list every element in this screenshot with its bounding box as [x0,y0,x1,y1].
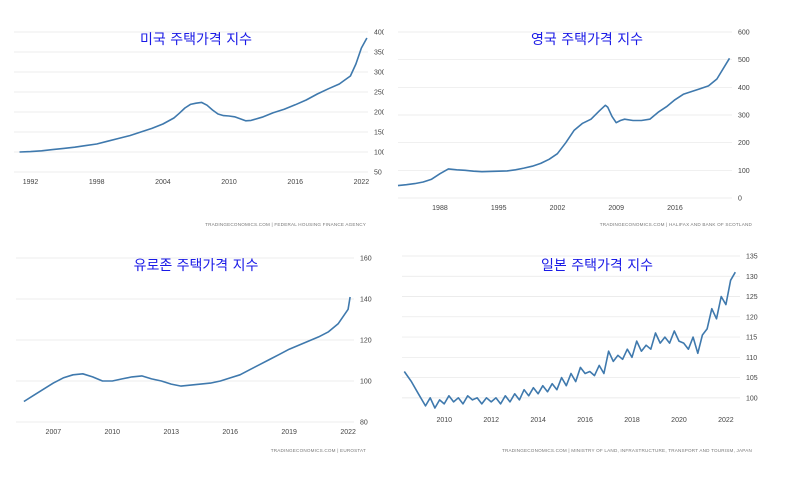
y-tick-label: 350 [374,50,384,57]
chart-source: TRADINGECONOMICS.COM | HALIFAX AND BANK … [600,222,753,227]
x-tick-label: 2016 [222,429,238,436]
y-tick-label: 300 [738,113,750,120]
x-tick-label: 2010 [221,179,237,186]
y-tick-label: 120 [746,314,758,321]
x-tick-label: 2002 [550,205,566,212]
x-tick-label: 1992 [23,179,39,186]
us-house-price-svg: 50 100 150 200 250 300 350 400 1992 1998 2004 2010 2… [14,30,384,227]
y-tick-label: 100 [746,395,758,402]
y-tick-label: 80 [360,420,368,427]
y-tick-label: 110 [746,355,757,362]
x-tick-label: 2022 [340,429,356,436]
uk-house-price-svg: 0 100 200 300 400 500 600 1988 1995 2002 2009 2016 영… [397,30,753,227]
x-tick-label: 2016 [667,205,683,212]
series-line [23,296,351,403]
x-tick-label: 2016 [577,417,593,424]
y-tick-label: 120 [360,338,372,345]
y-tick-label: 100 [360,379,372,386]
x-tick-label: 2013 [163,429,179,436]
chart-title: 영국 주택가격 지수 [531,32,643,48]
y-tick-label: 400 [374,30,384,37]
series-line [19,37,368,153]
x-tick-label: 2010 [436,417,452,424]
chart-source: TRADINGECONOMICS.COM | EUROSTAT [271,448,366,453]
series-line [397,57,731,187]
y-tick-label: 135 [746,254,758,261]
x-tick-label: 2022 [718,417,734,424]
x-tick-label: 2007 [46,429,62,436]
y-tick-label: 125 [746,294,758,301]
y-tick-label: 300 [374,70,384,77]
y-tick-label: 200 [374,110,384,117]
y-tick-label: 200 [738,140,750,147]
y-tick-label: 50 [374,170,382,177]
x-tick-label: 2012 [483,417,499,424]
x-tick-label: 2022 [354,179,370,186]
y-tick-label: 160 [360,256,372,263]
x-tick-label: 2020 [671,417,687,424]
y-tick-label: 500 [738,57,750,64]
y-tick-label: 250 [374,90,384,97]
y-tick-label: 600 [738,30,750,37]
y-tick-label: 115 [746,335,757,342]
x-tick-label: 2018 [624,417,640,424]
x-tick-label: 1988 [432,205,448,212]
x-tick-label: 1998 [89,179,105,186]
y-tick-label: 150 [374,130,384,137]
x-tick-label: 2019 [281,429,297,436]
y-tick-label: 100 [738,168,750,175]
japan-house-price-chart: 100 105 110 115 120 125 130 135 2010 2012 2014 2016… [392,244,781,462]
chart-title: 유로존 주택가격 지수 [134,258,259,274]
x-tick-label: 2014 [530,417,546,424]
y-tick-label: 400 [738,85,750,92]
y-tick-label: 105 [746,375,758,382]
eurozone-house-price-chart: 80 100 120 140 160 2007 2010 2013 2016 2019 2022 유로… [8,244,384,462]
y-tick-label: 130 [746,274,758,281]
us-house-price-chart: 50 100 150 200 250 300 350 400 1992 1998 2004 2010 2… [8,14,384,240]
chart-source: TRADINGECONOMICS.COM | MINISTRY OF LAND,… [502,448,752,453]
series-line [403,271,736,409]
x-tick-label: 2010 [105,429,121,436]
chart-title: 미국 주택가격 지수 [140,32,252,48]
x-tick-label: 1995 [491,205,507,212]
x-tick-label: 2009 [608,205,624,212]
japan-house-price-svg: 100 105 110 115 120 125 130 135 2010 2012 2014 2016… [402,254,758,453]
eurozone-house-price-svg: 80 100 120 140 160 2007 2010 2013 2016 2019 2022 유로… [16,256,372,453]
y-tick-label: 0 [738,196,742,203]
y-tick-label: 100 [374,150,384,157]
x-tick-label: 2016 [287,179,303,186]
x-tick-label: 2004 [155,179,171,186]
y-tick-label: 140 [360,297,372,304]
chart-source: TRADINGECONOMICS.COM | FEDERAL HOUSING F… [205,222,366,227]
chart-title: 일본 주택가격 지수 [541,258,653,274]
uk-house-price-chart: 0 100 200 300 400 500 600 1988 1995 2002 2009 2016 영… [392,14,781,240]
